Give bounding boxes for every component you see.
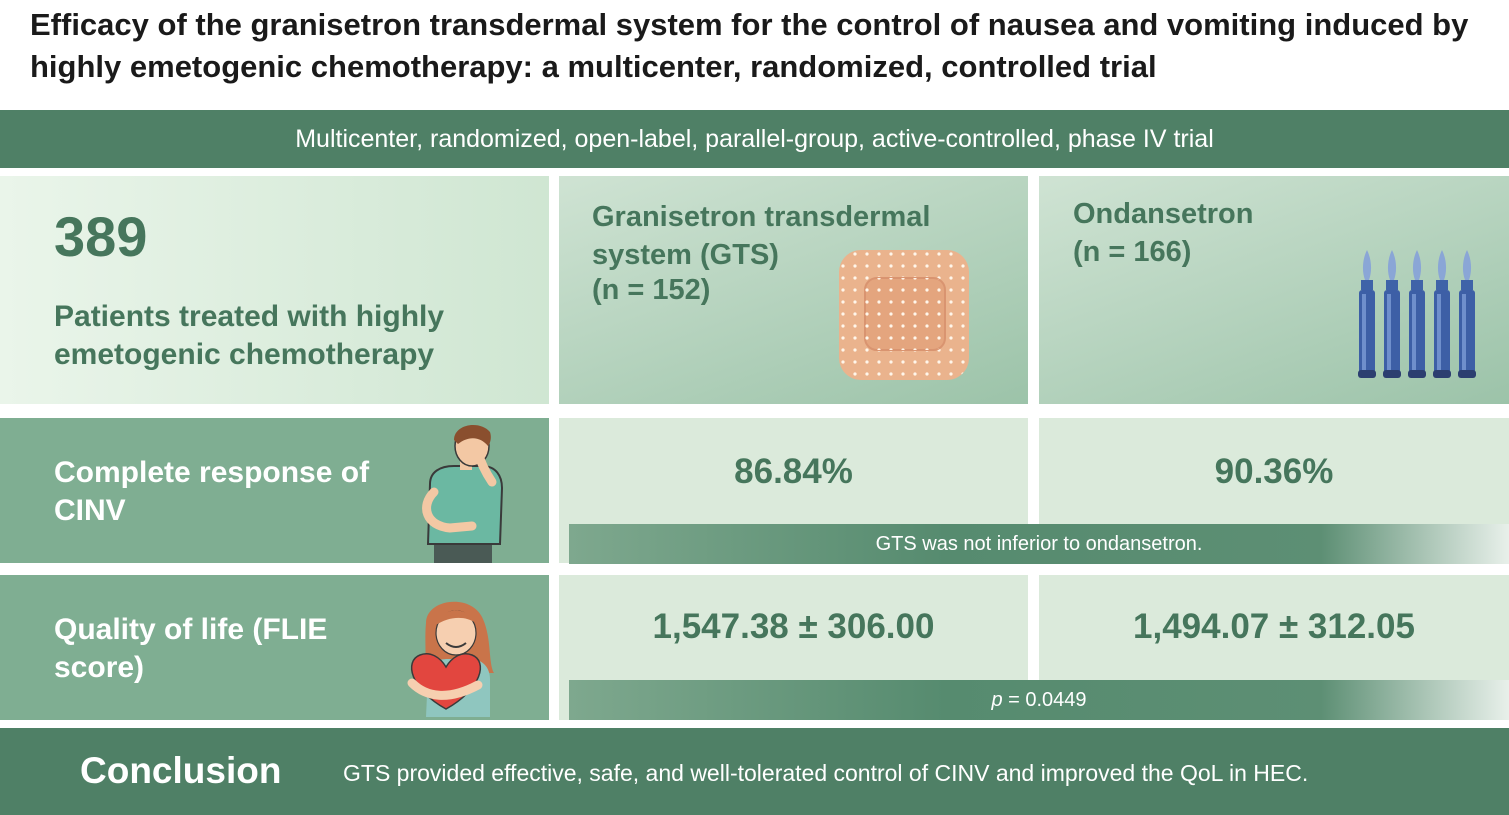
conclusion-banner: Conclusion GTS provided effective, safe,… [0, 728, 1509, 815]
qol-gts-value: 1,547.38 ± 306.00 [652, 607, 935, 646]
p-value-number: = 0.0449 [1002, 688, 1087, 711]
qol-ondansetron-value: 1,494.07 ± 312.05 [1133, 607, 1415, 646]
conclusion-text: GTS provided effective, safe, and well-t… [343, 760, 1309, 786]
nauseous-person-icon [422, 425, 504, 563]
arm-ondansetron-n: (n = 166) [1073, 236, 1192, 268]
outcome-cinv-label-panel: Complete response of CINV [0, 418, 549, 563]
conclusion-heading: Conclusion [80, 750, 282, 791]
patch-icon [839, 250, 969, 380]
vials-icon [1358, 250, 1476, 378]
arm-gts-panel: Granisetron transdermal system (GTS) (n … [559, 176, 1028, 404]
qol-comparison-note: p = 0.0449 [569, 680, 1509, 720]
outcome-qol-label-panel: Quality of life (FLIE score) [0, 575, 549, 720]
arm-ondansetron-name: Ondansetron [1073, 198, 1254, 230]
qol-p-value: p = 0.0449 [991, 689, 1086, 712]
arm-gts-n: (n = 152) [592, 274, 711, 306]
woman-hugging-heart-icon [407, 601, 494, 717]
patient-count: 389 [54, 205, 148, 268]
patients-panel: 389 Patients treated with highly emetoge… [0, 176, 549, 404]
outcome-cinv-label: Complete response of CINV [54, 456, 370, 527]
arm-ondansetron-panel: Ondansetron (n = 166) [1039, 176, 1509, 404]
study-design-banner: Multicenter, randomized, open-label, par… [0, 110, 1509, 168]
vial-group [1358, 250, 1476, 378]
patients-label: Patients treated with highly emetogenic … [54, 300, 445, 371]
page-title: Efficacy of the granisetron transdermal … [30, 7, 1469, 84]
p-symbol: p [991, 688, 1003, 711]
cinv-ondansetron-value: 90.36% [1214, 452, 1334, 491]
outcome-qol-label: Quality of life (FLIE score) [54, 613, 328, 684]
study-design-text: Multicenter, randomized, open-label, par… [295, 124, 1214, 153]
cinv-comparison-note: GTS was not inferior to ondansetron. [569, 524, 1509, 564]
cinv-note-text: GTS was not inferior to ondansetron. [875, 532, 1203, 555]
arm-gts-name: Granisetron transdermal system (GTS) [592, 201, 931, 271]
cinv-gts-value: 86.84% [734, 452, 853, 491]
